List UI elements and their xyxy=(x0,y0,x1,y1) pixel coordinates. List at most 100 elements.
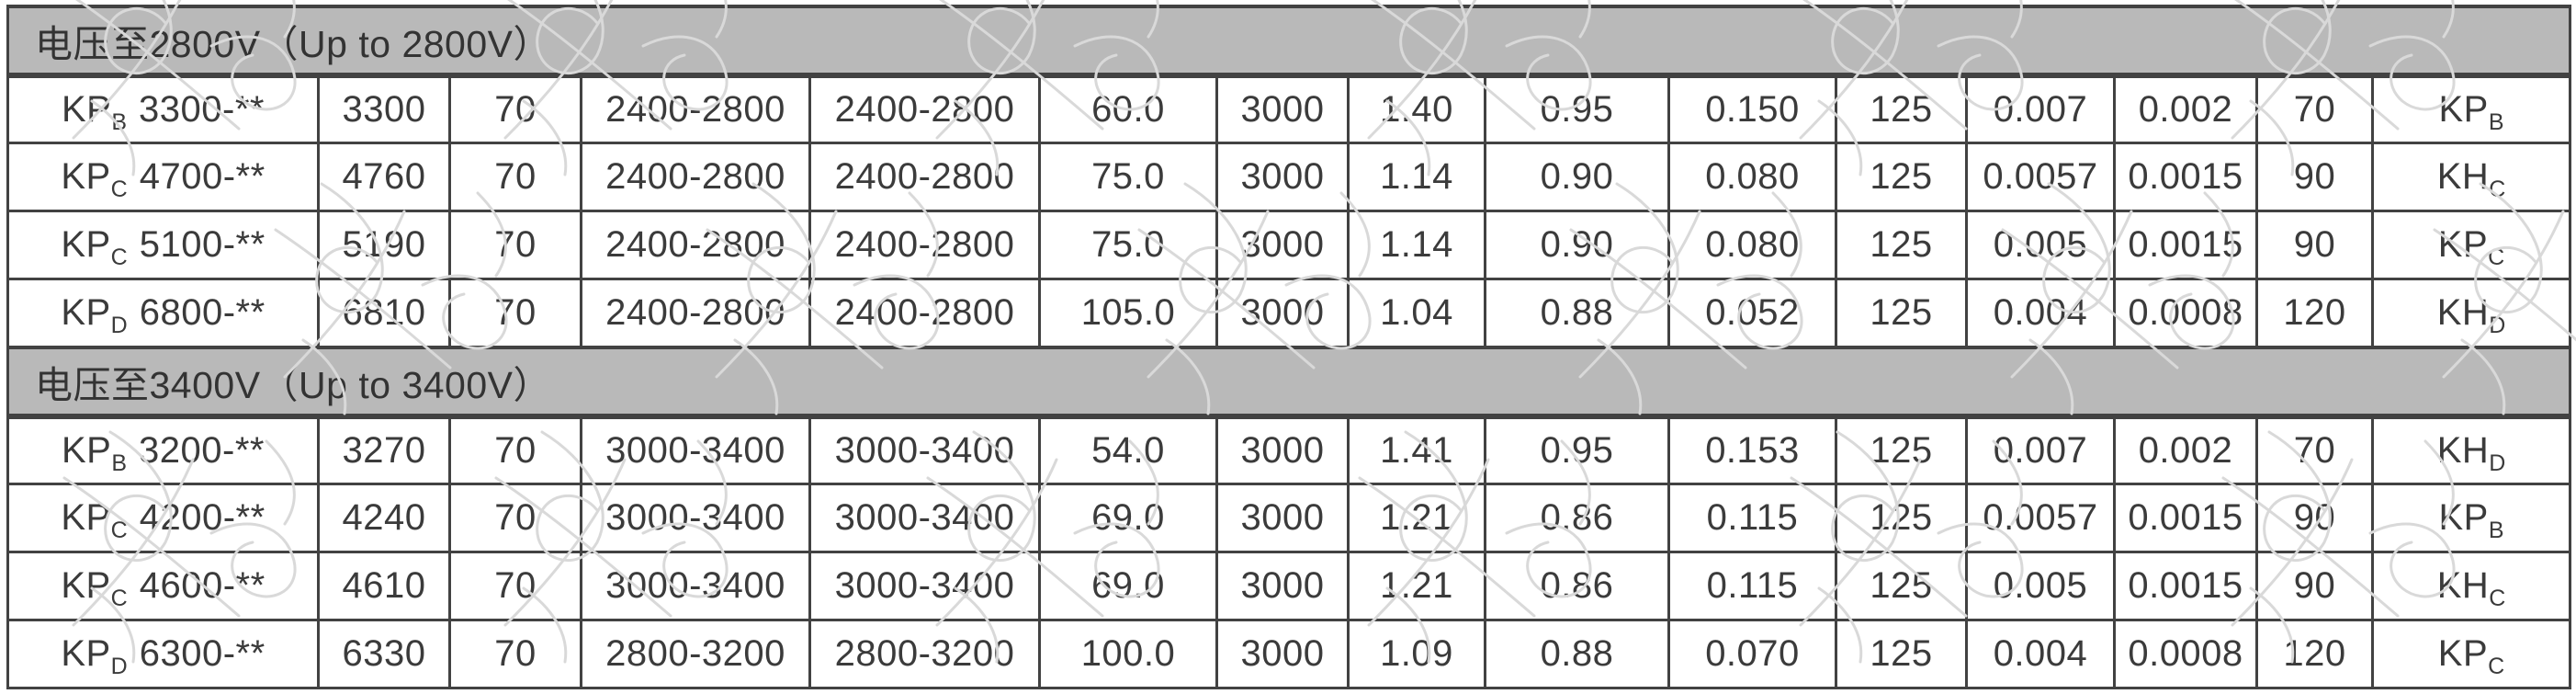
value-cell: 0.115 xyxy=(1667,483,1837,554)
value-cell: 3000 xyxy=(1215,74,1350,145)
table-row: KPC 4200-** 4240 70 3000-3400 3000-3400 69.0 30… xyxy=(6,483,2572,554)
match-base: KH xyxy=(2436,291,2490,333)
model-base: KP xyxy=(62,89,112,131)
value-cell: 5190 xyxy=(317,210,451,281)
section-header-label: 电压至2800V（Up to 2800V） xyxy=(6,5,2572,78)
value-cell: 0.0015 xyxy=(2113,551,2258,621)
model-suffix: 4700-** xyxy=(139,156,266,198)
model-suffix: 5100-** xyxy=(139,224,266,266)
match-type-cell: KHD xyxy=(2370,415,2572,486)
value-cell: 3000 xyxy=(1215,142,1350,213)
match-base: KH xyxy=(2436,156,2490,198)
value-cell: 70 xyxy=(2255,415,2374,486)
value-cell: 0.004 xyxy=(1965,278,2116,349)
model-subscript: C xyxy=(110,245,128,271)
match-base: KP xyxy=(2437,224,2489,266)
match-type-cell: KPC xyxy=(2370,618,2572,690)
section-header-row: 电压至3400V（Up to 3400V） xyxy=(6,345,2572,419)
value-cell: 0.86 xyxy=(1484,483,1670,554)
value-cell: 0.0008 xyxy=(2113,618,2258,690)
section-header-label: 电压至3400V（Up to 3400V） xyxy=(6,345,2572,419)
value-cell: 125 xyxy=(1835,618,1968,690)
value-cell: 0.88 xyxy=(1484,278,1670,349)
model-suffix: 4600-** xyxy=(139,565,266,606)
model-subscript: D xyxy=(110,312,128,338)
value-cell: 0.005 xyxy=(1965,551,2116,621)
value-cell: 0.90 xyxy=(1484,142,1670,213)
match-subscript: C xyxy=(2489,176,2506,203)
value-cell: 90 xyxy=(2255,483,2374,554)
value-cell: 3300 xyxy=(317,74,451,145)
model-subscript: C xyxy=(110,176,128,203)
value-cell: 60.0 xyxy=(1038,74,1218,145)
value-cell: 70 xyxy=(448,415,582,486)
value-cell: 0.007 xyxy=(1965,415,2116,486)
model-base: KP xyxy=(61,565,111,606)
value-cell: 0.080 xyxy=(1667,210,1837,281)
model-suffix: 3300-** xyxy=(139,89,265,131)
value-cell: 0.0015 xyxy=(2113,483,2258,554)
value-cell: 90 xyxy=(2255,210,2374,281)
value-cell: 0.95 xyxy=(1484,415,1670,486)
model-cell: KPB 3200-** xyxy=(6,415,320,486)
value-cell: 3000-3400 xyxy=(808,551,1041,621)
value-cell: 1.14 xyxy=(1347,210,1486,281)
match-subscript: D xyxy=(2489,449,2506,476)
match-base: KP xyxy=(2438,89,2489,131)
value-cell: 90 xyxy=(2255,142,2374,213)
value-cell: 2400-2800 xyxy=(808,142,1041,213)
value-cell: 125 xyxy=(1835,142,1968,213)
value-cell: 2800-3200 xyxy=(580,618,811,690)
value-cell: 70 xyxy=(2255,74,2374,145)
model-base: KP xyxy=(61,291,111,333)
table-row: KPC 4600-** 4610 70 3000-3400 3000-3400 69.0 30… xyxy=(6,551,2572,621)
match-subscript: B xyxy=(2488,518,2504,544)
model-cell: KPB 3300-** xyxy=(6,74,320,145)
table-row: KPC 5100-** 5190 70 2400-2800 2400-2800 75.0 30… xyxy=(6,210,2572,281)
value-cell: 3270 xyxy=(317,415,451,486)
value-cell: 0.153 xyxy=(1667,415,1837,486)
match-type-cell: KHC xyxy=(2370,142,2572,213)
value-cell: 1.04 xyxy=(1347,278,1486,349)
value-cell: 0.0008 xyxy=(2113,278,2258,349)
value-cell: 6330 xyxy=(317,618,451,690)
value-cell: 70 xyxy=(448,483,582,554)
match-subscript: C xyxy=(2488,245,2505,271)
value-cell: 54.0 xyxy=(1038,415,1218,486)
value-cell: 0.86 xyxy=(1484,551,1670,621)
value-cell: 0.005 xyxy=(1965,210,2116,281)
match-base: KP xyxy=(2437,632,2489,674)
value-cell: 75.0 xyxy=(1038,210,1218,281)
match-type-cell: KPB xyxy=(2370,74,2572,145)
value-cell: 125 xyxy=(1835,483,1968,554)
model-suffix: 6800-** xyxy=(139,291,266,333)
value-cell: 70 xyxy=(448,210,582,281)
value-cell: 125 xyxy=(1835,278,1968,349)
value-cell: 3000 xyxy=(1215,618,1350,690)
model-suffix: 3200-** xyxy=(139,429,265,471)
model-suffix: 4200-** xyxy=(139,497,266,539)
match-subscript: D xyxy=(2489,312,2506,338)
model-subscript: C xyxy=(110,518,128,544)
value-cell: 70 xyxy=(448,551,582,621)
model-cell: KPD 6800-** xyxy=(6,278,320,349)
value-cell: 125 xyxy=(1835,415,1968,486)
value-cell: 0.0015 xyxy=(2113,142,2258,213)
value-cell: 70 xyxy=(448,74,582,145)
value-cell: 0.90 xyxy=(1484,210,1670,281)
value-cell: 125 xyxy=(1835,551,1968,621)
value-cell: 0.95 xyxy=(1484,74,1670,145)
model-base: KP xyxy=(61,224,111,266)
model-subscript: B xyxy=(111,449,128,476)
value-cell: 2400-2800 xyxy=(808,210,1041,281)
value-cell: 3000 xyxy=(1215,278,1350,349)
model-base: KP xyxy=(62,429,112,471)
value-cell: 0.004 xyxy=(1965,618,2116,690)
value-cell: 0.88 xyxy=(1484,618,1670,690)
value-cell: 4610 xyxy=(317,551,451,621)
model-cell: KPC 4200-** xyxy=(6,483,320,554)
value-cell: 1.40 xyxy=(1347,74,1486,145)
value-cell: 6810 xyxy=(317,278,451,349)
value-cell: 125 xyxy=(1835,210,1968,281)
table-row: KPB 3300-** 3300 70 2400-2800 2400-2800 60.0 30… xyxy=(6,74,2572,145)
